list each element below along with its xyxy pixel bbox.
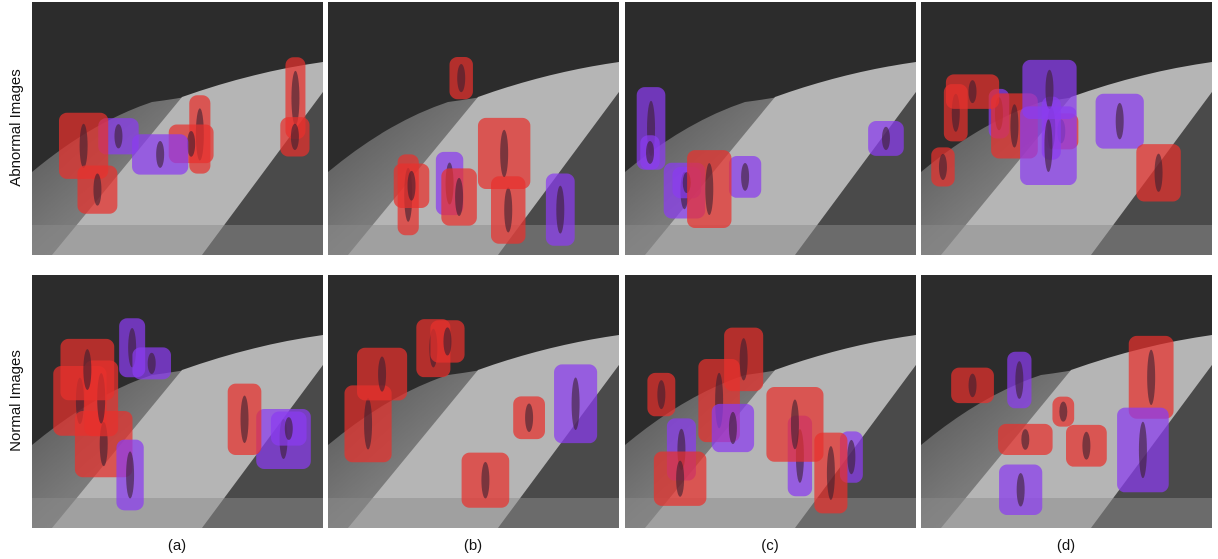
person <box>364 398 372 449</box>
person <box>1059 402 1067 422</box>
person <box>1139 422 1147 478</box>
lawn-edge <box>328 225 619 255</box>
lawn-edge <box>32 225 323 255</box>
column-label: (c) <box>761 537 779 554</box>
image-panel <box>921 275 1212 528</box>
person <box>705 163 713 215</box>
image-panel <box>32 2 323 255</box>
person <box>114 124 122 148</box>
person <box>481 462 489 499</box>
person <box>1116 103 1124 140</box>
person <box>1155 154 1163 192</box>
person <box>1021 429 1029 450</box>
image-panel <box>328 275 619 528</box>
image-panel <box>328 2 619 255</box>
lawn-edge <box>921 498 1212 528</box>
person <box>241 396 249 444</box>
column-label: (b) <box>464 537 482 554</box>
person <box>1015 361 1023 399</box>
person <box>572 378 580 431</box>
person <box>847 440 855 474</box>
person <box>740 338 748 380</box>
person <box>646 141 654 164</box>
person <box>969 374 977 398</box>
person <box>378 356 386 391</box>
person <box>556 186 564 234</box>
person <box>939 154 947 180</box>
person <box>1017 473 1025 507</box>
person <box>657 380 665 409</box>
person <box>882 127 890 150</box>
person <box>291 124 299 150</box>
person <box>148 353 156 374</box>
image-panel <box>625 2 916 255</box>
person <box>525 403 533 431</box>
person <box>1044 119 1052 171</box>
person <box>443 327 451 355</box>
column-label: (a) <box>168 537 186 554</box>
person <box>187 131 195 157</box>
person <box>455 178 463 216</box>
person <box>969 80 977 103</box>
row-label: Abnormal Images <box>7 69 24 187</box>
person <box>729 412 737 444</box>
person <box>408 171 416 201</box>
person <box>285 417 293 440</box>
person <box>80 124 88 168</box>
row-label: Normal Images <box>7 350 24 452</box>
person <box>1045 70 1053 109</box>
image-panel <box>625 275 916 528</box>
person <box>83 349 91 390</box>
lawn-edge <box>921 225 1212 255</box>
person <box>93 174 101 206</box>
person <box>791 399 799 449</box>
person <box>500 130 508 177</box>
column-label: (d) <box>1057 537 1075 554</box>
person <box>126 451 134 498</box>
person <box>1082 432 1090 460</box>
person <box>291 71 299 125</box>
person <box>1147 350 1155 405</box>
person <box>457 64 465 92</box>
person <box>504 187 512 232</box>
person <box>1010 104 1018 147</box>
image-panel <box>32 275 323 528</box>
image-panel <box>921 2 1212 255</box>
lawn-edge <box>625 225 916 255</box>
person <box>676 461 684 497</box>
figure: Abnormal Images Normal Images (a) (b) (c… <box>0 0 1218 559</box>
person <box>827 446 835 500</box>
person <box>741 163 749 191</box>
person <box>156 141 164 168</box>
lawn-edge <box>32 498 323 528</box>
